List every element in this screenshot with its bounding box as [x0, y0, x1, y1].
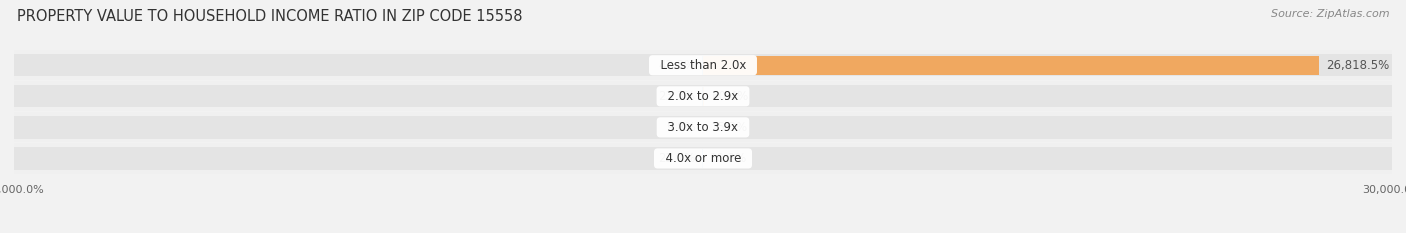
Text: 2.0x to 2.9x: 2.0x to 2.9x [661, 90, 745, 103]
Bar [14, 50, 1392, 80]
Text: 3.0x to 3.9x: 3.0x to 3.9x [661, 121, 745, 134]
Text: Source: ZipAtlas.com: Source: ZipAtlas.com [1271, 9, 1389, 19]
Text: 23.3%: 23.3% [658, 90, 696, 103]
Text: Less than 2.0x: Less than 2.0x [652, 59, 754, 72]
Bar [703, 56, 1319, 75]
Text: PROPERTY VALUE TO HOUSEHOLD INCOME RATIO IN ZIP CODE 15558: PROPERTY VALUE TO HOUSEHOLD INCOME RATIO… [17, 9, 523, 24]
Bar [14, 54, 1392, 76]
Text: 9.8%: 9.8% [666, 121, 696, 134]
Bar [14, 147, 1392, 170]
Text: 15.3%: 15.3% [710, 121, 748, 134]
Bar [14, 85, 1392, 107]
Bar [14, 143, 1392, 174]
Bar [14, 112, 1392, 142]
Text: 23.7%: 23.7% [658, 152, 696, 165]
Text: 26,818.5%: 26,818.5% [1326, 59, 1389, 72]
Bar [14, 81, 1392, 111]
Bar [14, 116, 1392, 139]
Text: 4.0x or more: 4.0x or more [658, 152, 748, 165]
Text: 10.2%: 10.2% [710, 152, 748, 165]
Text: 60.4%: 60.4% [711, 90, 748, 103]
Text: 42.3%: 42.3% [658, 59, 695, 72]
